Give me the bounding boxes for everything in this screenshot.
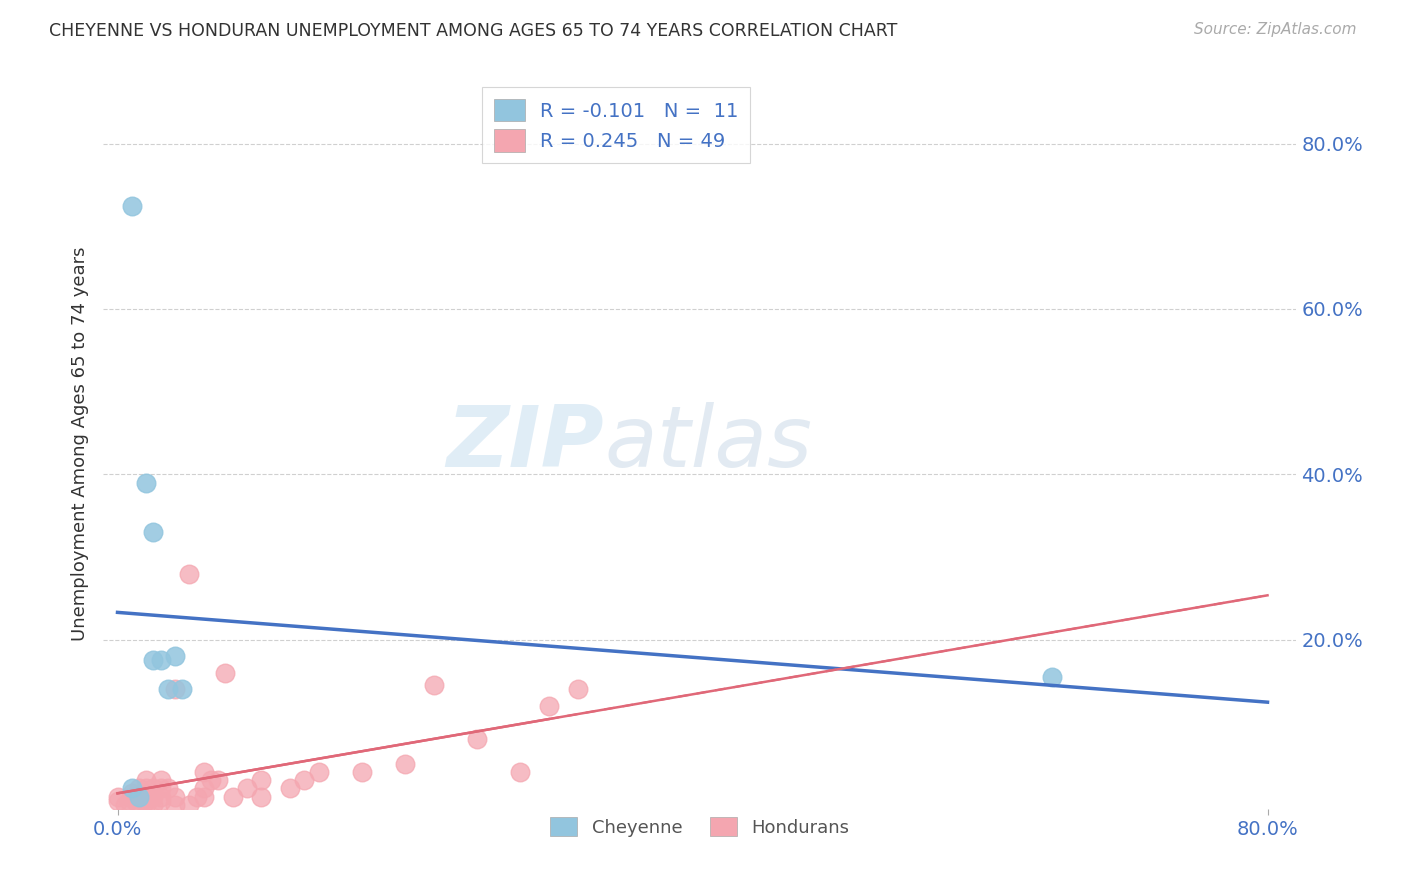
Point bbox=[200, 773, 222, 788]
Point bbox=[135, 794, 157, 808]
Point bbox=[149, 773, 172, 788]
Point bbox=[236, 781, 259, 796]
Point bbox=[179, 797, 201, 812]
Point bbox=[121, 786, 143, 800]
Point bbox=[350, 764, 373, 779]
Point bbox=[135, 781, 157, 796]
Point bbox=[156, 682, 179, 697]
Point bbox=[149, 653, 172, 667]
Point bbox=[114, 797, 136, 812]
Point bbox=[149, 789, 172, 804]
Point bbox=[135, 797, 157, 812]
Point bbox=[278, 781, 301, 796]
Point bbox=[207, 773, 229, 788]
Y-axis label: Unemployment Among Ages 65 to 74 years: Unemployment Among Ages 65 to 74 years bbox=[72, 246, 89, 640]
Legend: Cheyenne, Hondurans: Cheyenne, Hondurans bbox=[543, 810, 856, 844]
Point bbox=[163, 649, 186, 664]
Text: CHEYENNE VS HONDURAN UNEMPLOYMENT AMONG AGES 65 TO 74 YEARS CORRELATION CHART: CHEYENNE VS HONDURAN UNEMPLOYMENT AMONG … bbox=[49, 22, 897, 40]
Point bbox=[128, 797, 150, 812]
Point bbox=[193, 789, 215, 804]
Point bbox=[121, 789, 143, 804]
Point bbox=[394, 756, 416, 771]
Point bbox=[128, 789, 150, 804]
Point bbox=[163, 682, 186, 697]
Point bbox=[214, 665, 236, 680]
Point bbox=[107, 794, 129, 808]
Point bbox=[193, 764, 215, 779]
Point bbox=[567, 682, 589, 697]
Point bbox=[186, 789, 208, 804]
Point bbox=[163, 797, 186, 812]
Point bbox=[308, 764, 330, 779]
Text: ZIP: ZIP bbox=[447, 401, 605, 484]
Point bbox=[509, 764, 531, 779]
Point bbox=[121, 198, 143, 212]
Point bbox=[292, 773, 315, 788]
Point bbox=[118, 794, 141, 808]
Point bbox=[142, 525, 165, 540]
Point bbox=[537, 698, 560, 713]
Point bbox=[1040, 670, 1063, 684]
Point bbox=[221, 789, 243, 804]
Point bbox=[121, 781, 143, 796]
Point bbox=[423, 678, 446, 692]
Point bbox=[135, 773, 157, 788]
Point bbox=[107, 789, 129, 804]
Point bbox=[193, 781, 215, 796]
Point bbox=[179, 566, 201, 581]
Point bbox=[465, 731, 488, 746]
Point bbox=[156, 781, 179, 796]
Point bbox=[149, 781, 172, 796]
Point bbox=[172, 682, 194, 697]
Point bbox=[250, 773, 273, 788]
Point bbox=[128, 781, 150, 796]
Point bbox=[149, 794, 172, 808]
Point bbox=[142, 797, 165, 812]
Point bbox=[142, 789, 165, 804]
Point bbox=[250, 789, 273, 804]
Point bbox=[135, 475, 157, 490]
Text: Source: ZipAtlas.com: Source: ZipAtlas.com bbox=[1194, 22, 1357, 37]
Text: atlas: atlas bbox=[605, 401, 813, 484]
Point bbox=[135, 789, 157, 804]
Point bbox=[163, 789, 186, 804]
Point bbox=[124, 794, 146, 808]
Point bbox=[142, 653, 165, 667]
Point bbox=[128, 789, 150, 804]
Point bbox=[142, 781, 165, 796]
